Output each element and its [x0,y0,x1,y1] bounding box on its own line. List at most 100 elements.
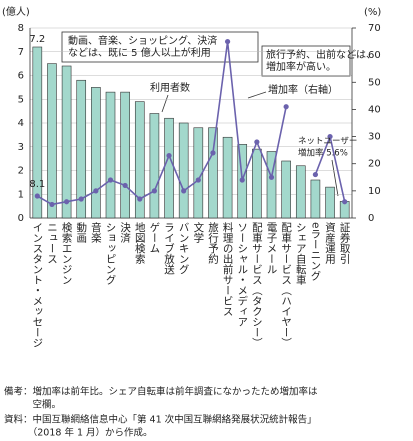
x-tick-label: 配車サービス（ハイヤー） [280,222,292,348]
annotation: 旅行予約、出前などは、 [266,48,376,61]
x-tick-label: 資産運用 [324,222,336,265]
rate-marker [327,133,333,140]
bar [61,65,72,219]
rate-marker [312,171,319,178]
annotation: ネットユーザー [298,137,357,147]
rate-marker [268,174,275,180]
rate-marker [78,196,84,202]
x-tick-label: ソーシャル・メディア [236,222,248,327]
x-tick-label: ショッピング [105,222,117,285]
x-tick-label: 音楽 [90,221,102,244]
y2-tick-label: 30 [368,132,381,143]
rate-marker [107,177,114,183]
x-tick-label: 料理の出前サービス [222,221,234,316]
x-tick-label: 配車サービス（タクシー） [251,222,263,348]
y2-tick-label: 20 [368,159,381,170]
rate-marker [195,177,201,183]
x-tick-label: シェア自転車 [295,222,307,286]
y-tick-label: 3 [18,142,24,153]
bar [310,179,321,219]
rate-marker [63,199,70,205]
y-tick-label: 2 [18,166,24,177]
bar [295,165,306,219]
y-unit: (億人) [2,5,30,18]
x-tick-label: ニュース [46,222,58,264]
x-tick-label: インスタント・メッセージ [31,222,43,348]
rate-marker [151,188,158,194]
y-tick-label: 4 [18,118,24,129]
leader-line [247,91,267,99]
bar [266,151,277,219]
x-tick-label: ゲーム [148,222,160,254]
x-tick-label: バンキング [178,222,190,275]
bar [149,113,160,219]
rate-marker [166,152,172,159]
y2-tick-label: 50 [368,77,381,88]
annotation: 増加率が高い。 [266,60,336,73]
annotation-box [261,45,351,77]
x-tick-label: 検索エンジン [61,221,73,285]
note: （2018 年 1 月）から作成。 [4,427,153,438]
rate-marker [93,188,99,194]
legend-label: 利用者数 [150,81,190,94]
leader-line [331,159,339,197]
bar [32,46,43,219]
bar [134,101,145,219]
y2-unit: (%) [364,7,381,18]
y-tick-label: 1 [18,189,24,200]
x-tick-label: 証券取引 [339,221,351,265]
bar [76,79,87,219]
bar [325,186,335,219]
bar [120,91,130,219]
x-tick-label: 動画 [75,221,87,244]
y2-tick-label: 60 [368,50,381,61]
rate-marker [283,104,289,110]
x-tick-label: ライブ放送 [163,222,175,275]
rate-marker [224,38,231,45]
annotation: 動画、音楽、ショッピング、決済 [68,34,217,47]
leader-line [161,94,169,113]
x-tick-label: 決済 [119,222,131,244]
rate-marker [49,201,55,208]
y2-tick-label: 40 [368,104,381,115]
note: 資料：中国互聯網絡信息中心「第 41 次中国互聯網絡発展状況統計報告」 [4,414,317,426]
rate-marker [239,177,245,183]
bar [208,127,218,219]
bar [91,87,101,219]
y2-tick-label: 0 [368,213,374,224]
rate-marker [254,139,260,145]
bar [164,117,174,219]
x-tick-label: 旅行予約 [207,221,219,265]
bar [252,148,262,219]
y-tick-label: 7 [18,47,24,58]
note: 空欄。 [4,399,61,411]
y-tick-label: 0 [18,213,24,224]
legend-label: 増加率（右軸） [268,83,338,96]
annotation: などは、既に 5 億人以上が利用 [68,46,211,59]
y-tick-label: 8 [18,23,24,34]
bar [222,136,233,219]
data-label: 7.2 [29,34,45,45]
y2-tick-label: 70 [368,23,381,34]
rate-marker [210,150,216,156]
bar [105,91,116,219]
x-tick-label: 文学 [192,221,204,243]
bar [178,122,189,219]
rate-marker [122,182,128,189]
bar [281,160,291,219]
y-tick-label: 6 [18,71,24,82]
y-tick-label: 5 [18,94,24,105]
x-tick-label: 地図検索 [134,221,146,264]
annotation: 増加率 5.6% [298,148,348,159]
rate-marker [342,199,348,205]
rate-marker [181,188,187,194]
rate-marker [34,193,40,199]
note: 備考：増加率は前年比。シェア自転車は前年調査になかったため増加率は [4,386,318,398]
x-tick-label: eラーニング [309,222,321,281]
bar [47,63,57,219]
x-tick-label: 電子メール [266,222,278,275]
rate-marker [137,196,143,202]
data-label: 8.1 [29,179,45,190]
